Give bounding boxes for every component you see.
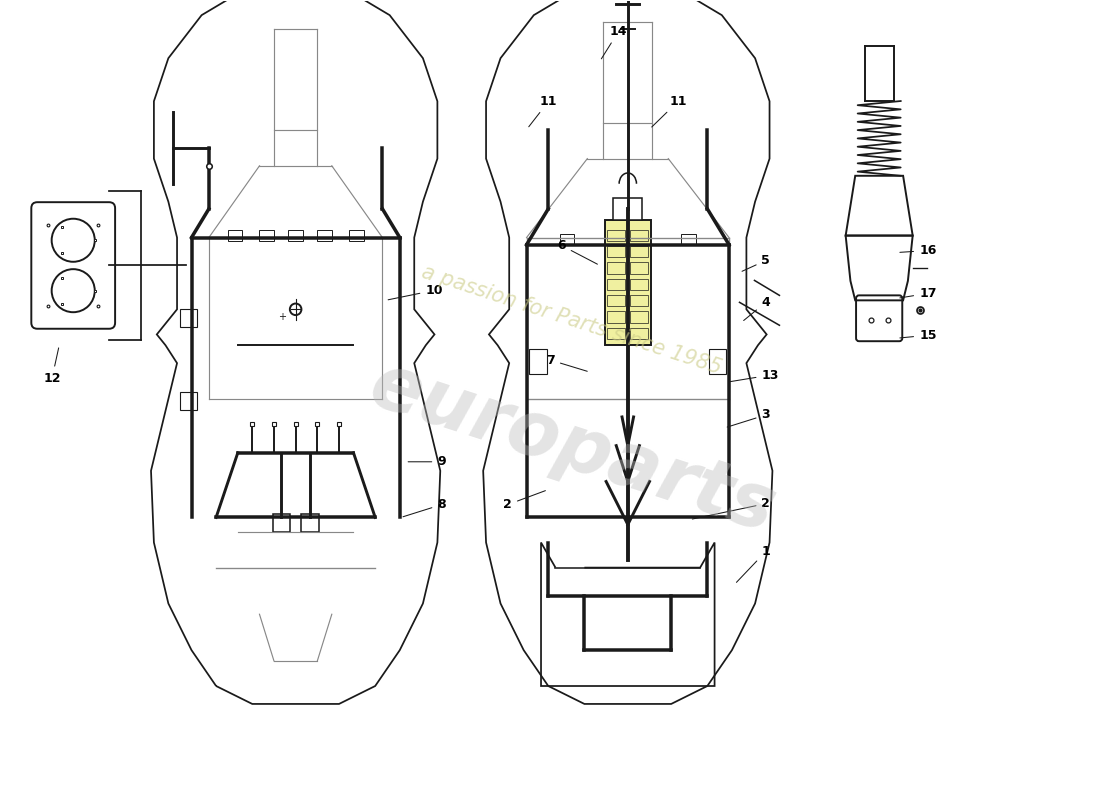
Text: 16: 16 (900, 244, 936, 257)
Bar (180, 392, 197, 410)
Bar (607, 246, 625, 258)
Text: 11: 11 (651, 94, 688, 127)
Text: europarts: europarts (360, 347, 784, 548)
Bar (288, 230, 302, 241)
Bar (630, 230, 648, 241)
Bar (607, 262, 625, 274)
Circle shape (290, 303, 301, 315)
Text: 4: 4 (744, 296, 770, 321)
Bar (630, 311, 648, 322)
Bar (180, 310, 197, 327)
Bar (607, 230, 625, 241)
Text: 2: 2 (692, 497, 770, 519)
Bar (607, 311, 625, 322)
Bar (228, 230, 242, 241)
Text: +: + (278, 312, 286, 322)
Bar (614, 198, 642, 220)
Text: 1: 1 (736, 545, 770, 582)
Text: 9: 9 (408, 455, 446, 468)
Bar (630, 278, 648, 290)
Text: 17: 17 (900, 287, 936, 300)
Bar (273, 514, 290, 532)
Bar (630, 295, 648, 306)
Bar (560, 234, 574, 245)
Bar (349, 230, 364, 241)
Bar (260, 230, 274, 241)
Bar (630, 328, 648, 339)
Text: 2: 2 (504, 490, 546, 511)
Bar (605, 220, 651, 345)
Text: 6: 6 (558, 239, 597, 264)
Text: a passion for Parts since 1985: a passion for Parts since 1985 (419, 262, 725, 378)
Bar (630, 246, 648, 258)
Bar (607, 328, 625, 339)
Text: 7: 7 (547, 354, 587, 371)
Text: 12: 12 (43, 348, 60, 385)
Text: 10: 10 (388, 284, 443, 300)
Bar (681, 234, 696, 245)
FancyBboxPatch shape (31, 202, 116, 329)
Text: 3: 3 (727, 409, 770, 427)
Bar (630, 262, 648, 274)
Text: 14: 14 (602, 25, 627, 59)
Bar (317, 230, 332, 241)
Bar (607, 278, 625, 290)
Text: 15: 15 (900, 329, 936, 342)
Bar (708, 349, 726, 374)
Bar (529, 349, 547, 374)
Text: 11: 11 (529, 94, 558, 126)
Text: 8: 8 (403, 498, 446, 517)
Bar (607, 295, 625, 306)
Text: 5: 5 (742, 254, 770, 271)
Bar (301, 514, 319, 532)
Text: 13: 13 (730, 369, 779, 382)
